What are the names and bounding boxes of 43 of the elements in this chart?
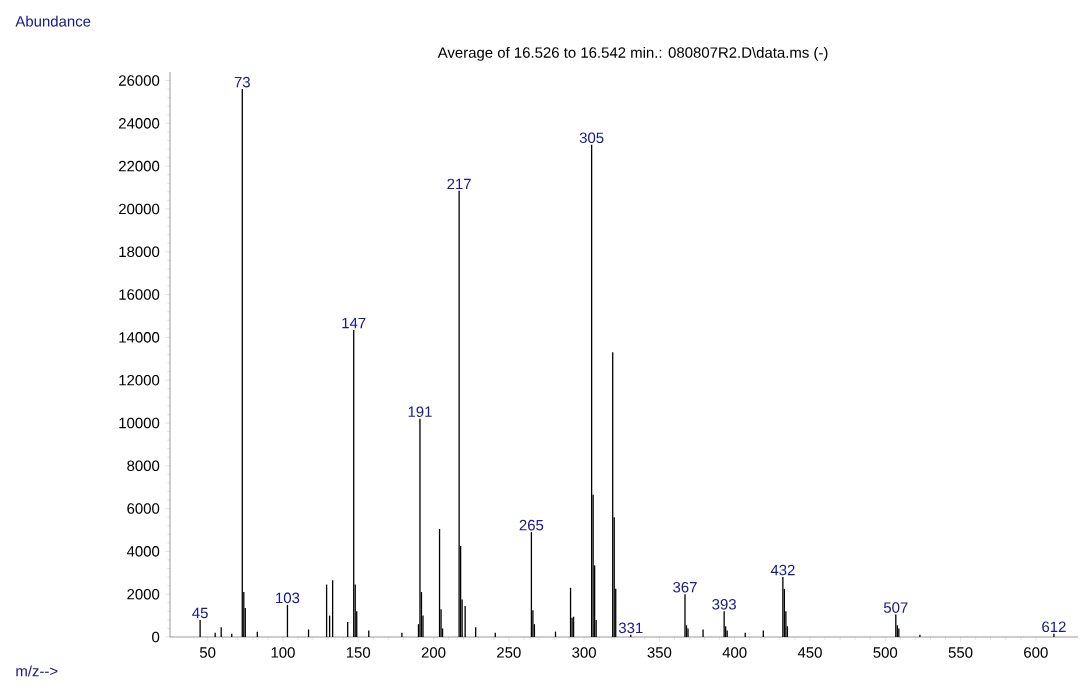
y-tick-label: 6000 [127,503,160,514]
annotation: 103 [276,592,300,604]
x-tick-label: 50 [199,647,216,658]
x-tick-label: 600 [1024,647,1048,658]
y-tick-label: 10000 [119,417,160,429]
y-tick-label: 12000 [119,374,160,386]
y-tick-label: 20000 [119,203,160,215]
x-tick-label: 300 [572,647,596,658]
x-tick-label: 550 [948,647,973,658]
annotation: 507 [883,602,908,613]
x-tick-label: 200 [421,647,446,658]
annotation: 147 [342,317,366,329]
y-tick-label: 18000 [119,246,160,258]
annotation: 191 [408,406,432,417]
annotation: 73 [234,76,250,88]
y-tick-label: 14000 [119,332,160,343]
x-tick-label: 150 [346,647,371,658]
y-tick-label: 16000 [119,289,160,300]
x-tick-label: 500 [873,647,898,658]
y-tick-label: 4000 [126,546,160,557]
annotation: 432 [770,564,795,576]
annotation: 265 [519,519,544,531]
x-tick-label: 400 [722,647,747,658]
annotation: 45 [192,607,208,619]
y-axis-title: Abundance [15,15,91,27]
annotation: 367 [673,581,697,593]
annotation: 612 [1042,621,1066,633]
y-tick-label: 2000 [127,588,160,600]
chart-title: Average of 16.526 to 16.542 min.: 080807R2.D\data.ms (-) [437,46,828,61]
annotation: 393 [712,599,736,610]
y-tick-label: 24000 [119,118,160,129]
x-tick-label: 250 [497,647,521,658]
x-axis-title: m/z--> [16,665,58,677]
x-tick-label: 450 [797,647,822,658]
y-tick-label: 26000 [119,75,160,86]
annotation: 331 [618,622,643,634]
y-tick-label: 8000 [127,460,160,472]
annotation: 217 [447,178,471,190]
x-tick-label: 100 [271,647,295,658]
annotation: 305 [579,132,604,144]
y-tick-label: 22000 [119,160,160,172]
x-tick-label: 350 [647,647,672,658]
y-tick-label: 0 [152,631,160,643]
